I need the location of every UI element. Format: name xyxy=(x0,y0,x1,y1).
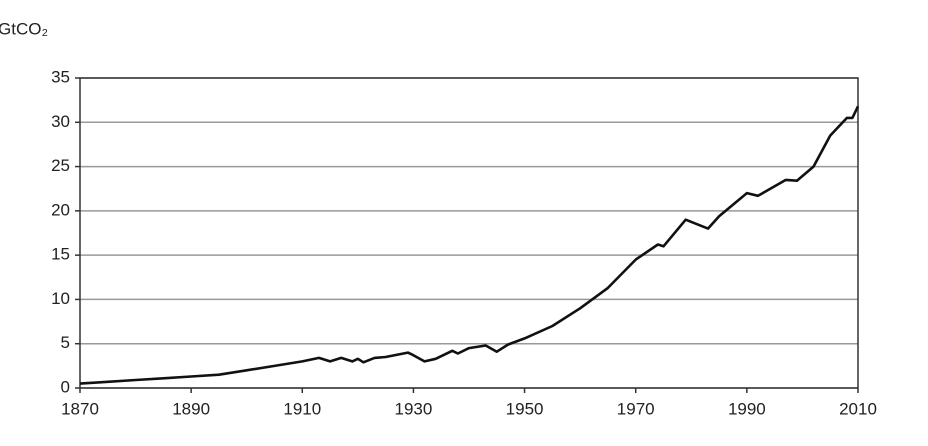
x-tick-label: 1950 xyxy=(506,399,544,418)
y-tick-label: 20 xyxy=(51,200,70,219)
x-tick-label: 1910 xyxy=(283,399,321,418)
y-tick-label: 35 xyxy=(51,67,70,86)
y-tick-label: 10 xyxy=(51,289,70,308)
y-axis-label: GtCO₂ xyxy=(0,19,48,38)
plot-frame xyxy=(79,77,859,389)
y-tick-label: 5 xyxy=(61,333,70,352)
y-tick-label: 30 xyxy=(51,112,70,131)
x-tick-label: 1890 xyxy=(172,399,210,418)
x-tick-label: 2010 xyxy=(839,399,877,418)
data-line xyxy=(79,105,860,385)
y-tick-label: 0 xyxy=(61,377,70,396)
x-tick-label: 1930 xyxy=(395,399,433,418)
x-tick-label: 1990 xyxy=(728,399,766,418)
x-tick-label: 1870 xyxy=(61,399,99,418)
y-tick-label: 25 xyxy=(51,156,70,175)
y-tick-label: 15 xyxy=(51,245,70,264)
x-tick-label: 1970 xyxy=(617,399,655,418)
